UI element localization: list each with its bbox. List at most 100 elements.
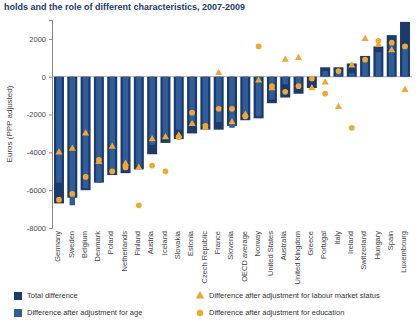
y-tick-mark (49, 77, 52, 78)
y-axis-line (49, 21, 53, 229)
chart: holds and the role of different characte… (0, 0, 420, 330)
y-tick: -6000 (27, 186, 52, 195)
x-tick: Greece (306, 228, 315, 256)
circle-marker (402, 44, 408, 50)
circle-marker (216, 106, 222, 112)
bar (376, 52, 381, 77)
triangle-marker (215, 69, 222, 75)
circle-marker (309, 76, 315, 82)
bar (109, 77, 114, 173)
circle-marker (96, 157, 102, 163)
circle-marker (176, 134, 182, 140)
circle-marker (136, 202, 142, 208)
x-tick: Italy (333, 228, 342, 245)
bar (149, 77, 154, 145)
y-tick: -8000 (27, 224, 52, 233)
x-tick: Estonia (186, 228, 195, 256)
bar (187, 77, 197, 134)
bar (163, 77, 168, 139)
y-tick: 0 (42, 73, 52, 82)
x-tick: Spain (386, 228, 395, 250)
x-tick-label: Germany (53, 231, 62, 262)
x-tick: Slovakia (173, 228, 182, 259)
circle-marker (269, 83, 275, 89)
x-tick: Austria (146, 228, 155, 254)
x-tick-label: Italy (333, 231, 342, 245)
triangle-marker (322, 78, 329, 84)
bar (56, 77, 61, 183)
x-tick: Poland (106, 228, 115, 254)
x-tick-label: Slovakia (173, 230, 182, 259)
y-tick: -2000 (27, 110, 52, 119)
x-tick-label: United Kingdom (293, 231, 302, 284)
circle-marker (123, 165, 129, 171)
y-tick-label: -2000 (27, 110, 46, 119)
circle-marker (242, 114, 248, 120)
bar (96, 77, 101, 183)
bar (123, 77, 128, 170)
bar (107, 77, 117, 175)
circle-marker (189, 110, 195, 116)
triangle-marker (82, 129, 89, 135)
bar (176, 77, 181, 130)
x-tick: Czech Republic (200, 228, 209, 284)
bar (189, 77, 194, 126)
series-3 (56, 38, 408, 208)
bar (269, 77, 274, 100)
circle-marker (109, 168, 115, 174)
triangle-marker (228, 118, 235, 124)
y-tick-label: -8000 (27, 224, 46, 233)
circle-marker (362, 57, 368, 63)
bar (121, 77, 131, 173)
x-tick: Germany (53, 228, 62, 262)
triangle-marker (189, 120, 196, 126)
x-tick-label: Czech Republic (200, 231, 209, 284)
bar (373, 46, 383, 76)
title: holds and the role of different characte… (4, 2, 245, 12)
y-tick-label: -4000 (27, 148, 46, 157)
x-tick-label: Luxembourg (399, 231, 408, 273)
bar (160, 77, 170, 143)
x-tick-label: Greece (306, 231, 315, 256)
circle-marker (203, 123, 209, 129)
legend-label: Difference after adjustment for educatio… (209, 308, 344, 317)
legend-label: Difference after adjustment for labour m… (209, 291, 380, 300)
triangle-marker (135, 163, 142, 169)
bar (54, 77, 64, 204)
bar (322, 71, 327, 77)
bar (333, 67, 343, 76)
circle-marker (389, 40, 395, 46)
bar (256, 77, 261, 117)
triangle-marker (268, 84, 275, 90)
bar (282, 77, 287, 85)
legend-item: Total difference (14, 291, 78, 300)
x-tick-label: Norway (253, 231, 262, 257)
bar (309, 77, 314, 81)
triangle-marker (401, 86, 408, 92)
triangle-marker (282, 56, 289, 62)
x-tick: Ireland (346, 228, 355, 254)
circle-marker (336, 68, 342, 74)
y-tick-label: -6000 (27, 186, 46, 195)
x-tick: Switzerland (359, 228, 368, 270)
x-tick-label: Poland (106, 231, 115, 254)
circle-marker (376, 38, 382, 44)
triangle-marker (335, 103, 342, 109)
circle-marker (349, 125, 355, 131)
bar (94, 77, 104, 183)
triangle-marker (162, 133, 169, 139)
x-tick: Norway (253, 228, 262, 256)
x-tick-label: Austria (146, 230, 155, 254)
x-tick-label: Netherlands (120, 231, 129, 272)
circle-marker (163, 168, 169, 174)
x-tick: Australia (279, 228, 288, 260)
bar (240, 77, 250, 120)
triangle-marker (202, 124, 209, 130)
x-tick-label: United States (266, 231, 275, 276)
x-tick: Hungary (373, 228, 382, 259)
x-axis: GermanySwedenBelgiumDenmarkPolandNetherl… (53, 228, 408, 284)
x-tick-label: Denmark (93, 231, 102, 262)
bar (174, 77, 184, 139)
x-tick-label: Slovenia (226, 230, 235, 260)
y-tick-label: 0 (42, 73, 46, 82)
